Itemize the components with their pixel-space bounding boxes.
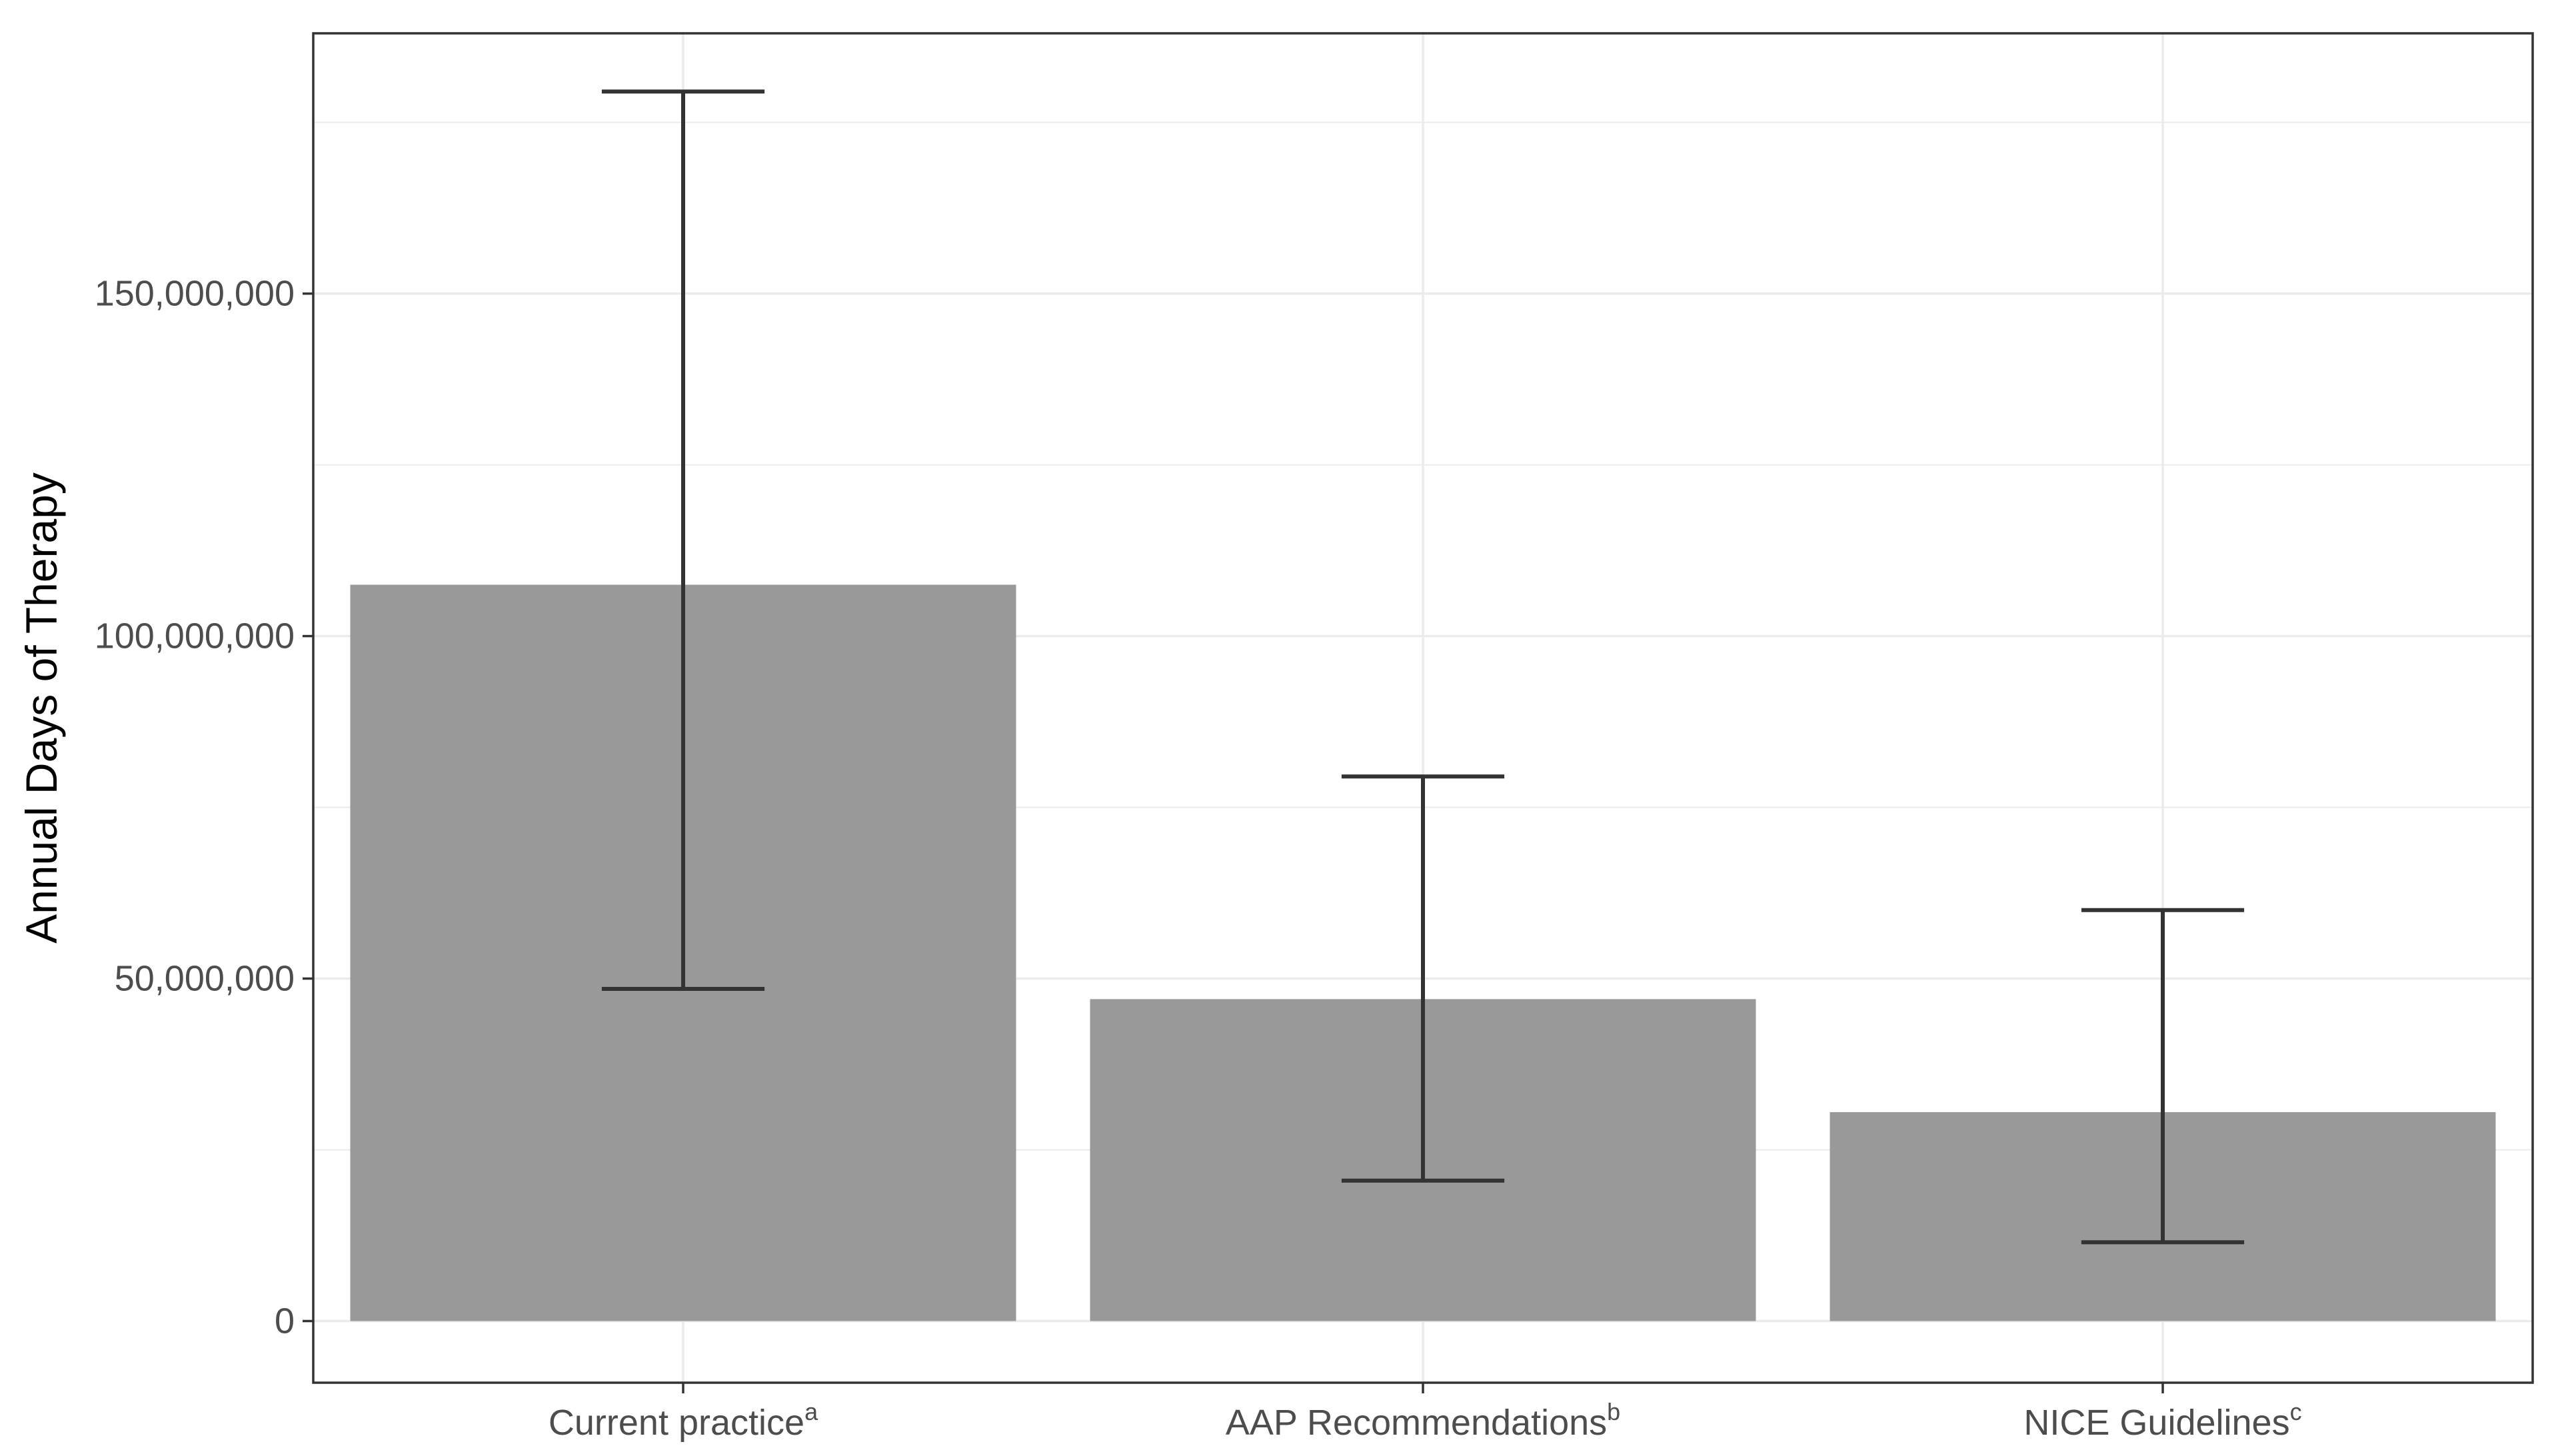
error-bar-1 xyxy=(601,89,765,991)
y-tick-label: 50,000,000 xyxy=(115,959,295,999)
y-tick-label: 100,000,000 xyxy=(95,616,295,656)
error-bar-2 xyxy=(1341,774,1505,1183)
y-tick-label: 150,000,000 xyxy=(95,274,295,314)
error-bars-layer xyxy=(601,89,2245,1245)
x-tick-label: AAP Recommendationsb xyxy=(1226,1398,1620,1443)
x-tick-label: NICE Guidelinesc xyxy=(2023,1398,2301,1443)
y-axis-title: Annual Days of Therapy xyxy=(17,472,66,944)
error-bar-3 xyxy=(2081,908,2245,1245)
y-tick-label: 0 xyxy=(275,1301,295,1341)
x-tick-label: Current practicea xyxy=(549,1398,818,1443)
axis-layer: 0 50,000,000 100,000,000 150,000,000 Current… xyxy=(95,274,2302,1443)
